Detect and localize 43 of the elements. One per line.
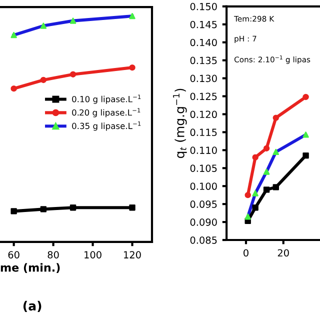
y-tick-label: 0.120 [190, 110, 217, 118]
y-tick-label: 0.145 [190, 20, 217, 28]
text: (a) [23, 300, 42, 312]
x-axis-title: me (min.) [0, 263, 60, 274]
x-tick-label: 60 [8, 251, 20, 258]
point [70, 204, 76, 211]
y-tick-label: 0.130 [190, 74, 217, 82]
legend-label: 0.20 g lipase.L$^{−1}$ [72, 108, 140, 118]
legend-label: 0.35 g lipase.L$^{−1}$ [72, 122, 141, 131]
point [252, 190, 258, 196]
point [10, 208, 17, 214]
point [129, 204, 136, 211]
point [263, 168, 270, 175]
x-tick-label: 20 [278, 249, 289, 257]
point [40, 22, 47, 29]
y-tick-label: 0.095 [190, 200, 217, 208]
y-tick-label: 0.115 [190, 128, 217, 136]
y-axis-title: q$_{t}$ (mg.g$^{−1}$) [173, 88, 187, 158]
legend-label: 0.10 g lipase.L$^{−1}$ [72, 94, 141, 104]
x-tick-label: 120 [124, 251, 141, 258]
point [302, 132, 309, 138]
point [40, 206, 47, 212]
y-tick-label: 0.105 [190, 164, 217, 172]
x-tick-label: 80 [48, 251, 59, 258]
y-tick-label: 0.140 [190, 38, 217, 46]
point [252, 204, 258, 211]
x-tick-label: 100 [84, 251, 102, 258]
point [129, 12, 136, 20]
y-tick-label: 0.110 [190, 146, 217, 154]
y-tick-label: 0.085 [190, 236, 217, 244]
y-tick-label: 0.100 [190, 182, 217, 190]
y-tick-label: 0.150 [190, 2, 217, 10]
y-tick-label: 0.125 [190, 92, 217, 100]
point [272, 148, 279, 156]
x-tick-label: 0 [244, 249, 248, 257]
point [70, 18, 76, 24]
y-tick-label: 0.090 [190, 218, 217, 226]
point [244, 214, 251, 220]
point [302, 152, 309, 159]
y-tick-label: 0.135 [190, 56, 217, 64]
point [263, 186, 270, 193]
point [10, 32, 17, 38]
point [272, 184, 279, 190]
